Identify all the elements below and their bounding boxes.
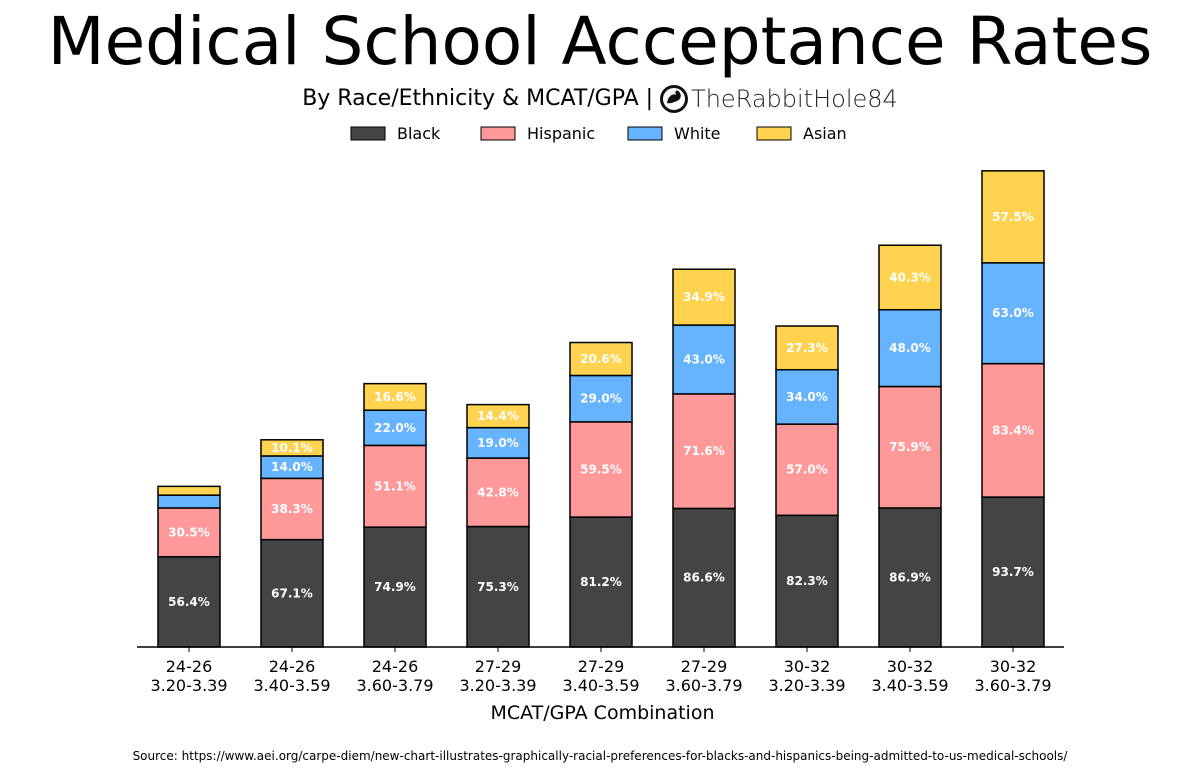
bar-asian-6 (672, 268, 736, 326)
data-label-asian-6: 34.9% (683, 290, 725, 304)
x-tick-label-5-1: 27-29 (578, 657, 625, 676)
data-label-black-1: 56.4% (168, 595, 210, 609)
data-label-black-3: 74.9% (374, 580, 416, 594)
x-tick-label-4-2: 3.20-3.39 (459, 676, 536, 695)
bar-hispanic-5 (569, 421, 633, 518)
data-label-black-4: 75.3% (477, 580, 519, 594)
bar-hispanic-6 (672, 393, 736, 510)
x-tick-label-8-1: 30-32 (887, 657, 934, 676)
legend-label-black: Black (397, 124, 441, 143)
legend-swatch-asian (756, 126, 792, 141)
rabbit-logo-icon (660, 85, 689, 113)
data-label-asian-2: 10.1% (271, 441, 313, 455)
data-label-white-3: 22.0% (374, 421, 416, 435)
data-label-black-6: 86.6% (683, 571, 725, 585)
data-label-hispanic-3: 51.1% (374, 479, 416, 493)
bar-black-5 (569, 516, 633, 648)
bar-asian-2 (260, 439, 324, 457)
data-label-white-4: 19.0% (477, 436, 519, 450)
bar-asian-8 (878, 244, 942, 311)
data-label-hispanic-7: 57.0% (786, 463, 828, 477)
data-label-hispanic-1: 30.5% (168, 525, 210, 539)
brand: TheRabbitHole84 (653, 84, 898, 114)
data-label-white-5: 29.0% (580, 392, 622, 406)
data-label-asian-9: 57.5% (992, 210, 1034, 224)
x-tick-label-1-2: 3.20-3.39 (150, 676, 227, 695)
bar-black-7 (775, 514, 839, 648)
bar-asian-1 (157, 485, 221, 496)
x-tick-label-1-1: 24-26 (166, 657, 213, 676)
bar-white-8 (878, 308, 942, 388)
bar-hispanic-7 (775, 423, 839, 517)
data-label-hispanic-6: 71.6% (683, 444, 725, 458)
x-tick-label-5-2: 3.40-3.59 (562, 676, 639, 695)
legend-swatch-hispanic (480, 126, 516, 141)
subtitle-text: By Race/Ethnicity & MCAT/GPA | (302, 86, 654, 111)
data-label-white-2: 14.0% (271, 460, 313, 474)
bar-white-5 (569, 374, 633, 423)
stacked-bar-chart: 56.4%30.5%24-263.20-3.3967.1%38.3%14.0%1… (137, 124, 1064, 724)
bar-asian-7 (775, 325, 839, 371)
bar-hispanic-2 (260, 477, 324, 541)
data-label-asian-7: 27.3% (786, 341, 828, 355)
bar-hispanic-1 (157, 507, 221, 558)
legend-label-asian: Asian (803, 124, 847, 143)
data-label-hispanic-4: 42.8% (477, 485, 519, 499)
bar-white-7 (775, 368, 839, 425)
bar-asian-4 (466, 403, 530, 429)
x-tick-label-3-1: 24-26 (372, 657, 419, 676)
bar-asian-5 (569, 341, 633, 377)
x-tick-label-7-2: 3.20-3.39 (768, 676, 845, 695)
data-label-hispanic-9: 83.4% (992, 423, 1034, 437)
bar-hispanic-9 (981, 362, 1045, 498)
x-tick-label-7-1: 30-32 (784, 657, 831, 676)
bar-hispanic-4 (466, 457, 530, 528)
x-tick-label-8-2: 3.40-3.59 (871, 676, 948, 695)
chart-subtitle: By Race/Ethnicity & MCAT/GPA | TheRabbitH… (0, 84, 1200, 114)
data-label-black-9: 93.7% (992, 565, 1034, 579)
x-tick-label-2-2: 3.40-3.59 (253, 676, 330, 695)
chart-title: Medical School Acceptance Rates (47, 3, 1153, 80)
bar-black-1 (157, 556, 221, 648)
x-axis-label: MCAT/GPA Combination (490, 702, 714, 724)
x-tick-label-9-1: 30-32 (990, 657, 1037, 676)
bar-white-1 (157, 494, 221, 509)
x-tick-label-4-1: 27-29 (475, 657, 522, 676)
data-label-asian-4: 14.4% (477, 409, 519, 423)
data-label-white-9: 63.0% (992, 306, 1034, 320)
source-note: Source: https://www.aei.org/carpe-diem/n… (132, 749, 1068, 763)
x-tick-label-2-1: 24-26 (269, 657, 316, 676)
bar-black-2 (260, 538, 324, 648)
bar-white-4 (466, 426, 530, 459)
x-tick-label-6-2: 3.60-3.79 (665, 676, 742, 695)
legend-swatch-black (350, 126, 386, 141)
data-label-hispanic-8: 75.9% (889, 440, 931, 454)
x-tick-label-6-1: 27-29 (681, 657, 728, 676)
legend-label-white: White (674, 124, 721, 143)
x-tick-label-3-2: 3.60-3.79 (356, 676, 433, 695)
data-label-hispanic-5: 59.5% (580, 462, 622, 476)
data-label-white-7: 34.0% (786, 390, 828, 404)
data-label-white-6: 43.0% (683, 352, 725, 366)
x-tick-label-9-2: 3.60-3.79 (974, 676, 1051, 695)
data-label-white-8: 48.0% (889, 341, 931, 355)
bar-asian-9 (981, 170, 1045, 264)
data-label-black-7: 82.3% (786, 574, 828, 588)
data-label-asian-5: 20.6% (580, 352, 622, 366)
data-label-black-2: 67.1% (271, 586, 313, 600)
legend-swatch-white (627, 126, 663, 141)
data-label-asian-8: 40.3% (889, 270, 931, 284)
bar-black-4 (466, 525, 530, 648)
legend-label-hispanic: Hispanic (527, 124, 595, 143)
data-label-black-8: 86.9% (889, 570, 931, 584)
data-label-black-5: 81.2% (580, 575, 622, 589)
brand-name: TheRabbitHole84 (691, 85, 898, 113)
bar-hispanic-8 (878, 385, 942, 509)
data-label-hispanic-2: 38.3% (271, 502, 313, 516)
data-label-asian-3: 16.6% (374, 390, 416, 404)
bar-asian-3 (363, 382, 427, 411)
